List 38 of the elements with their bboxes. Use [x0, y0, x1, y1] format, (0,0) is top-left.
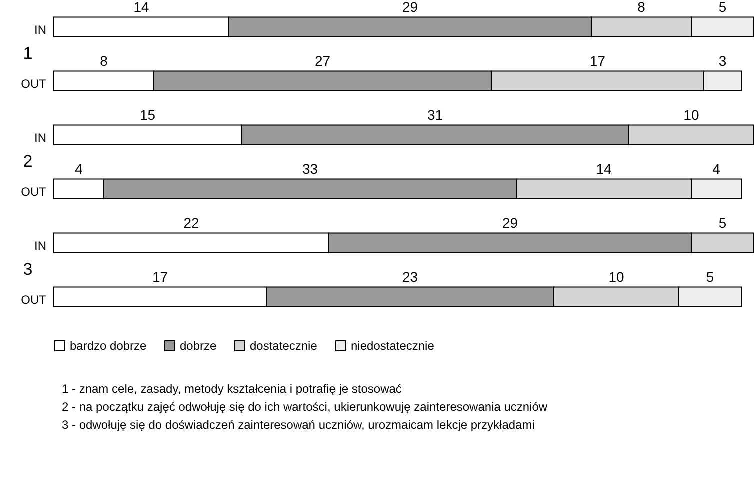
legend-label: dostatecznie [250, 339, 318, 353]
data-label: 8 [638, 0, 646, 15]
data-label: 5 [718, 215, 727, 231]
y-tick-label: OUT [21, 185, 48, 199]
y-tick-label: OUT [21, 77, 48, 91]
data-label: 4 [75, 161, 84, 177]
data-label: 5 [706, 269, 714, 285]
data-label: 10 [684, 107, 700, 123]
data-label: 5 [718, 0, 727, 15]
y-tick-label: IN [34, 131, 46, 145]
y-tick-label: OUT [21, 293, 48, 307]
text: 3 [23, 260, 33, 279]
data-label: 29 [402, 0, 418, 15]
text: 3 - odwołuję się do doświadczeń zainteresowań uczniów, urozmaicam lekcje przykładami [62, 417, 536, 434]
legend-label: dobrze [180, 339, 218, 353]
data-label: 10 [608, 269, 624, 285]
y-tick-label: IN [34, 239, 46, 253]
data-label: 31 [427, 107, 444, 123]
legend-label: niedostatecznie [351, 339, 435, 353]
legend-label: bardzo dobrze [70, 339, 148, 353]
data-label: 22 [184, 215, 200, 231]
text: 2 - na początku zajęć odwołuję się do ich wartości, ukierunkowuję zainteresowania uczniów [62, 399, 549, 416]
data-label: 17 [590, 53, 606, 69]
data-label: 14 [596, 161, 612, 177]
data-label: 3 [718, 53, 727, 69]
data-label: 29 [502, 215, 518, 231]
data-label: 8 [100, 53, 108, 69]
data-label: 27 [314, 53, 331, 69]
data-label: 17 [152, 269, 168, 285]
text: 1 - znam cele, zasady, metody kształcenia i potrafię je stosować [62, 381, 403, 398]
text: 1 [23, 44, 33, 63]
data-label: 23 [402, 269, 418, 285]
data-label: 14 [134, 0, 150, 15]
data-label: 33 [302, 161, 318, 177]
data-label: 15 [140, 107, 156, 123]
text: 2 [23, 152, 33, 171]
y-tick-label: IN [34, 23, 46, 37]
data-label: 4 [712, 161, 721, 177]
